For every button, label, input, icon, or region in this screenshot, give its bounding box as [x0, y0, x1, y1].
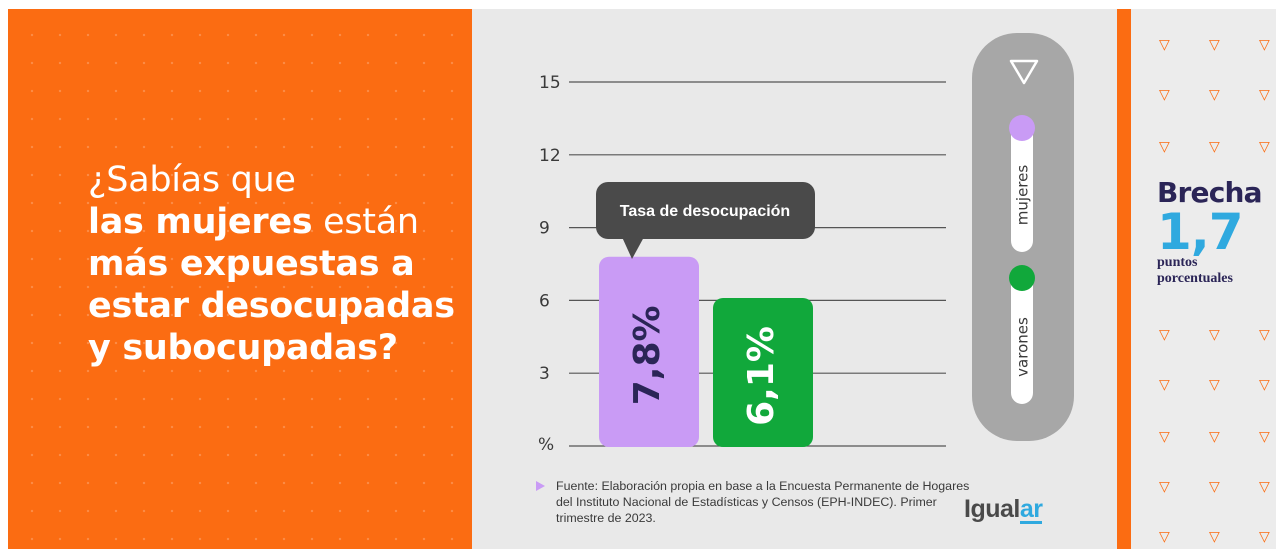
- triangle-down-outline-icon: ▽: [1259, 479, 1270, 495]
- headline-line-2: las mujeres están: [88, 201, 468, 243]
- callout-text: Tasa de desocupación: [620, 203, 790, 220]
- legend-pill: [1011, 122, 1033, 252]
- y-axis-unit-label: %: [538, 435, 554, 455]
- bar-chart: % 3 6 9 12 15 7,8% 6,1% Tasa de desocupación muje…: [538, 33, 1074, 455]
- triangle-down-outline-icon: ▽: [1209, 139, 1220, 155]
- headline-line-4: estar desocupadas: [88, 286, 455, 326]
- bar-varones: [713, 297, 813, 447]
- y-tick-label: 3: [539, 364, 550, 384]
- y-tick-label: 12: [539, 146, 561, 166]
- gap-unit: puntos porcentuales: [1157, 255, 1276, 287]
- triangle-down-outline-icon: ▽: [1159, 327, 1170, 343]
- headline-line-2-rest: están: [312, 202, 419, 242]
- y-tick-label: 9: [539, 219, 550, 239]
- gap-unit-line-1: puntos: [1157, 255, 1198, 270]
- headline-line-3: más expuestas a: [88, 244, 415, 284]
- triangle-down-outline-icon: ▽: [1259, 139, 1270, 155]
- headline: ¿Sabías que las mujeres están más expues…: [88, 159, 468, 369]
- headline-panel: ¿Sabías que las mujeres están más expues…: [8, 9, 472, 549]
- gap-value: 1,7: [1157, 203, 1244, 261]
- callout-bubble: [596, 182, 815, 239]
- triangle-down-outline-icon: ▽: [1259, 327, 1270, 343]
- legend-label: varones: [1014, 317, 1032, 377]
- bar-mujeres: [599, 256, 699, 447]
- gap-callout: Brecha 1,7 puntos porcentuales: [1157, 177, 1276, 287]
- triangle-down-outline-icon: ▽: [1159, 529, 1170, 545]
- bar-value-label: 6,1%: [741, 326, 782, 426]
- gap-panel: Brecha 1,7 puntos porcentuales ▽ ▽ ▽ ▽ ▽ ▽ ▽ ▽ ▽…: [1131, 9, 1276, 549]
- bar-value-label: 7,8%: [627, 305, 668, 405]
- logo-accent: ar: [1019, 495, 1043, 524]
- triangle-down-outline-icon: ▽: [1209, 529, 1220, 545]
- triangle-down-outline-icon: ▽: [1159, 87, 1170, 103]
- triangle-down-outline-icon: ▽: [1209, 377, 1220, 393]
- triangle-down-outline-icon: ▽: [1209, 37, 1220, 53]
- callout-pointer: [622, 237, 644, 259]
- triangle-down-outline-icon: ▽: [1209, 87, 1220, 103]
- chart-panel: % 3 6 9 12 15 7,8% 6,1% Tasa de desocupación muje…: [472, 9, 1117, 549]
- igualar-logo: Igualar: [964, 495, 1043, 524]
- orange-divider: [1117, 9, 1131, 549]
- triangle-down-outline-icon: ▽: [1259, 37, 1270, 53]
- bullet-triangle-icon: [536, 481, 545, 491]
- triangle-down-outline-icon: ▽: [1159, 139, 1170, 155]
- gap-unit-line-2: porcentuales: [1157, 271, 1233, 286]
- triangle-down-outline-icon: ▽: [1159, 377, 1170, 393]
- triangle-down-outline-icon: ▽: [1159, 429, 1170, 445]
- source-note: Fuente: Elaboración propia en base a la …: [536, 478, 976, 526]
- triangle-down-outline-icon: ▽: [1209, 429, 1220, 445]
- triangle-down-outline-icon: ▽: [1259, 87, 1270, 103]
- triangle-down-outline-icon: ▽: [1259, 377, 1270, 393]
- triangle-down-outline-icon: ▽: [1209, 327, 1220, 343]
- legend-pill: [1011, 274, 1033, 404]
- legend-dot: [1009, 115, 1035, 141]
- logo-text: Igual: [964, 495, 1020, 523]
- source-text: Fuente: Elaboración propia en base a la …: [556, 479, 970, 525]
- legend-dot: [1009, 265, 1035, 291]
- triangle-down-outline-icon: ▽: [1259, 529, 1270, 545]
- triangle-down-outline-icon: ▽: [1159, 37, 1170, 53]
- infographic: ¿Sabías que las mujeres están más expues…: [8, 9, 1276, 549]
- triangle-down-outline-icon: [1009, 59, 1039, 85]
- gap-title: Brecha: [1157, 176, 1263, 209]
- triangle-down-outline-icon: ▽: [1209, 479, 1220, 495]
- legend-label: mujeres: [1014, 165, 1032, 226]
- triangle-down-outline-icon: ▽: [1159, 479, 1170, 495]
- y-tick-label: 15: [539, 73, 561, 93]
- triangle-down-outline-icon: ▽: [1259, 429, 1270, 445]
- headline-line-5: y subocupadas?: [88, 328, 398, 368]
- headline-line-1: ¿Sabías que: [88, 160, 296, 200]
- y-tick-label: 6: [539, 291, 550, 311]
- headline-highlight: las mujeres: [88, 202, 313, 242]
